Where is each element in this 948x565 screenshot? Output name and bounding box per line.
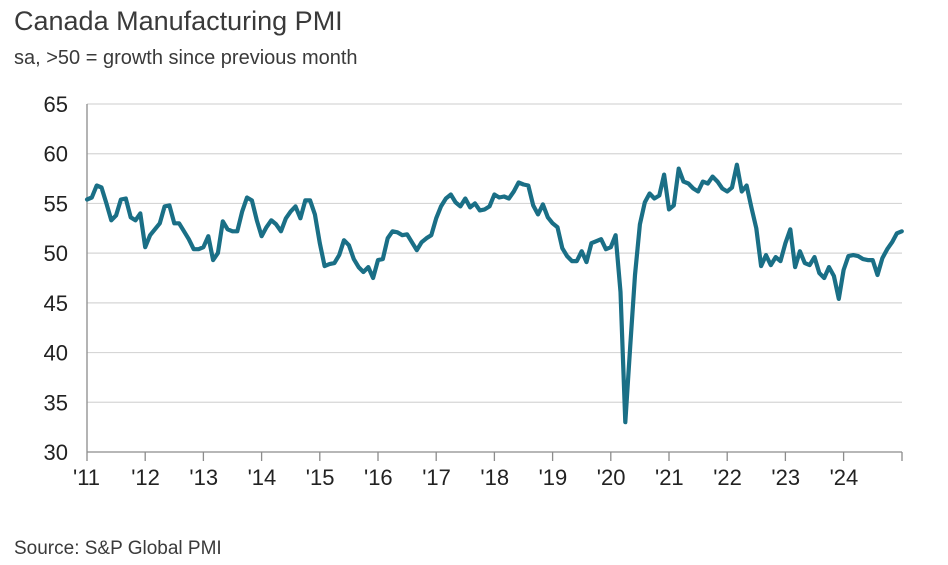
x-tick-label: '17 bbox=[422, 465, 451, 490]
x-tick-label: '14 bbox=[248, 465, 277, 490]
x-tick-label: '24 bbox=[830, 465, 859, 490]
x-tick-label: '18 bbox=[480, 465, 509, 490]
x-tick-label: '11 bbox=[73, 465, 100, 490]
x-tick-label: '22 bbox=[713, 465, 742, 490]
x-tick-label: '13 bbox=[189, 465, 218, 490]
x-tick-label: '16 bbox=[364, 465, 393, 490]
chart-source: Source: S&P Global PMI bbox=[14, 538, 222, 559]
y-tick-label: 35 bbox=[44, 390, 68, 415]
y-tick-label: 30 bbox=[44, 440, 68, 465]
x-tick-label: '23 bbox=[771, 465, 800, 490]
y-tick-label: 60 bbox=[44, 142, 68, 167]
y-tick-label: 65 bbox=[44, 92, 68, 117]
series-line-pmi bbox=[84, 162, 904, 425]
axes bbox=[86, 104, 903, 461]
y-tick-label: 45 bbox=[44, 291, 68, 316]
x-tick-label: '12 bbox=[131, 465, 160, 490]
y-tick-label: 50 bbox=[44, 241, 68, 266]
x-tick-label: '20 bbox=[597, 465, 626, 490]
series-layer bbox=[84, 162, 904, 425]
y-tick-label: 55 bbox=[44, 191, 68, 216]
x-tick-label: '19 bbox=[539, 465, 568, 490]
x-tick-label: '15 bbox=[306, 465, 335, 490]
gridlines bbox=[87, 103, 902, 403]
chart-subtitle: sa, >50 = growth since previous month bbox=[14, 47, 358, 69]
y-tick-label: 40 bbox=[44, 341, 68, 366]
tick-labels: 30 35 40 45 50 55 60 65 '11 '12 '13 '14 '15 '16 '17 '18… bbox=[44, 92, 859, 490]
x-tick-label: '21 bbox=[655, 465, 684, 490]
chart-title: Canada Manufacturing PMI bbox=[14, 6, 343, 36]
